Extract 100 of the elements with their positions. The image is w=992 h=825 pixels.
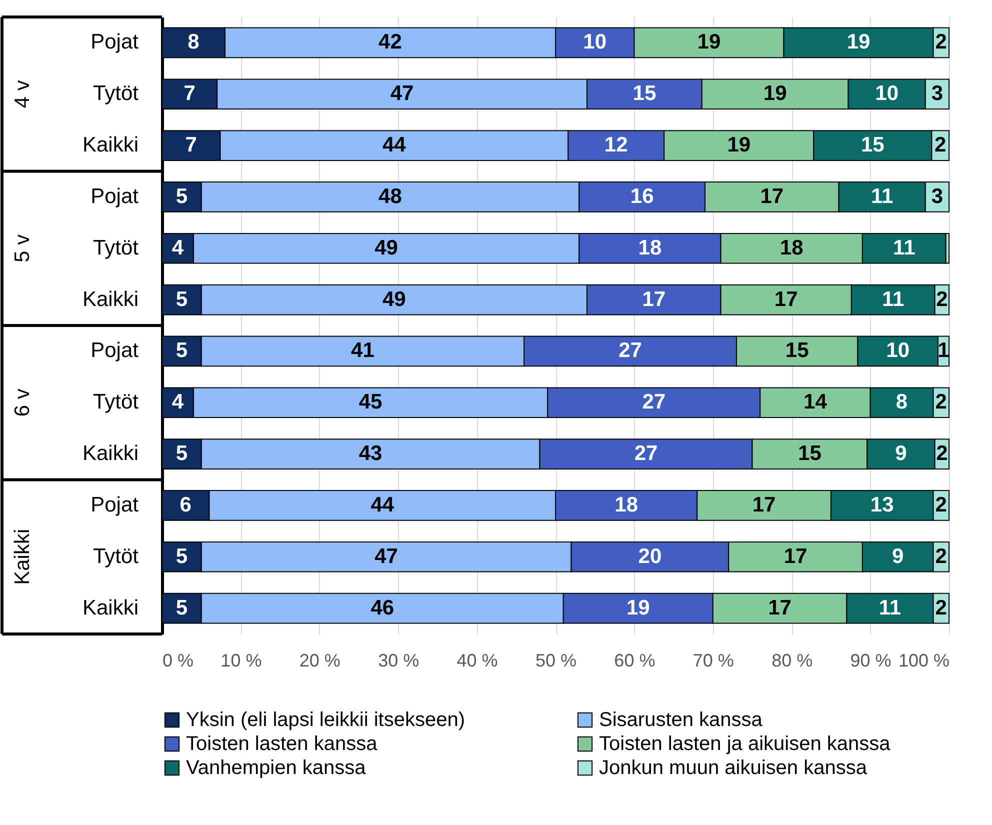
data-label: 7 bbox=[184, 82, 196, 106]
data-label: 46 bbox=[370, 596, 394, 620]
y-tick-label: Pojat bbox=[90, 184, 139, 208]
x-tick-label: 60 % bbox=[614, 650, 656, 670]
data-label: 15 bbox=[798, 442, 822, 466]
y-tick-label: Tytöt bbox=[92, 82, 139, 106]
x-tick-label: 70 % bbox=[692, 650, 734, 670]
x-tick-label: 80 % bbox=[772, 650, 813, 670]
data-label: 5 bbox=[176, 544, 188, 568]
data-label: 12 bbox=[604, 134, 628, 157]
data-label: 27 bbox=[634, 442, 658, 466]
data-label: 11 bbox=[878, 596, 902, 620]
data-label: 7 bbox=[185, 134, 197, 157]
data-label: 20 bbox=[638, 544, 662, 568]
data-label: 9 bbox=[892, 544, 904, 568]
legend-label: Jonkun muun aikuisen kanssa bbox=[599, 757, 868, 779]
legend-label: Yksin (eli lapsi leikkii itsekseen) bbox=[186, 709, 465, 731]
legend-label: Vanhempien kanssa bbox=[186, 757, 367, 779]
data-label: 15 bbox=[632, 82, 656, 106]
data-label: 15 bbox=[785, 339, 810, 362]
data-label: 5 bbox=[176, 288, 188, 311]
text: 5 v bbox=[11, 234, 34, 262]
data-label: 17 bbox=[760, 184, 784, 208]
data-label: 41 bbox=[351, 339, 375, 362]
legend-label: Sisarusten kanssa bbox=[599, 709, 764, 731]
data-label: 45 bbox=[358, 390, 383, 414]
data-label: 49 bbox=[382, 288, 406, 311]
data-label: 2 bbox=[935, 30, 947, 54]
data-label: 18 bbox=[780, 236, 804, 260]
x-tick-label: 30 % bbox=[378, 650, 420, 670]
data-label: 2 bbox=[935, 390, 947, 414]
data-label: 4 bbox=[172, 390, 184, 414]
data-label: 11 bbox=[882, 288, 905, 311]
data-label: 3 bbox=[931, 82, 944, 106]
data-label: 49 bbox=[374, 236, 398, 260]
y-tick-label: Pojat bbox=[90, 339, 139, 362]
data-label: 11 bbox=[871, 184, 894, 208]
data-label: 2 bbox=[936, 442, 948, 466]
data-label: 19 bbox=[763, 82, 787, 106]
data-label: 47 bbox=[374, 544, 398, 568]
x-tick-label: 40 % bbox=[456, 650, 498, 670]
data-label: 5 bbox=[176, 184, 188, 208]
data-label: 10 bbox=[875, 82, 899, 106]
text: 6 v bbox=[11, 388, 34, 417]
data-label: 17 bbox=[768, 596, 792, 620]
text: 4 v bbox=[11, 80, 34, 108]
data-label: 19 bbox=[626, 596, 650, 620]
data-label: 10 bbox=[886, 339, 910, 362]
data-label: 44 bbox=[382, 134, 406, 157]
data-label: 17 bbox=[642, 288, 666, 311]
data-label: 6 bbox=[180, 493, 192, 516]
y-tick-label: Pojat bbox=[90, 493, 139, 516]
legend-label: Toisten lasten ja aikuisen kanssa bbox=[599, 733, 892, 755]
data-label: 4 bbox=[172, 236, 184, 260]
data-label: 27 bbox=[642, 390, 666, 414]
data-label: 17 bbox=[784, 544, 808, 568]
x-tick-label: 0 % bbox=[162, 650, 194, 670]
data-label: 2 bbox=[935, 596, 947, 620]
data-label: 13 bbox=[870, 493, 894, 516]
data-label: 3 bbox=[931, 184, 944, 208]
data-label: 19 bbox=[697, 30, 721, 54]
data-label: 18 bbox=[614, 493, 638, 516]
data-label: 8 bbox=[896, 390, 908, 414]
data-label: 5 bbox=[176, 596, 188, 620]
y-tick-label: Pojat bbox=[90, 30, 139, 54]
data-label: 19 bbox=[727, 134, 751, 157]
data-label: 11 bbox=[893, 236, 916, 260]
data-label: 27 bbox=[618, 339, 642, 362]
data-label: 43 bbox=[358, 442, 382, 466]
data-label: 2 bbox=[934, 134, 946, 157]
data-label: 9 bbox=[895, 442, 907, 466]
data-label: 18 bbox=[638, 236, 662, 260]
data-label: 2 bbox=[936, 288, 948, 311]
x-tick-label: 20 % bbox=[299, 650, 340, 670]
data-label: 48 bbox=[378, 184, 402, 208]
data-label: 16 bbox=[630, 184, 654, 208]
y-tick-label: Kaikki bbox=[82, 442, 138, 466]
y-tick-label: Kaikki bbox=[82, 596, 138, 620]
text: Kaikki bbox=[11, 528, 34, 585]
data-label: 2 bbox=[935, 544, 947, 568]
data-label: 10 bbox=[583, 30, 607, 54]
data-label: 2 bbox=[935, 493, 947, 516]
x-tick-label: 50 % bbox=[535, 650, 577, 670]
data-label: 19 bbox=[846, 30, 870, 54]
data-label: 14 bbox=[804, 390, 828, 414]
data-label: 5 bbox=[176, 442, 188, 466]
data-label: 17 bbox=[752, 493, 776, 516]
y-tick-label: Kaikki bbox=[82, 288, 138, 311]
data-label: 44 bbox=[370, 493, 394, 516]
data-label: 1 bbox=[938, 339, 950, 362]
data-label: 15 bbox=[860, 134, 885, 157]
y-tick-label: Kaikki bbox=[82, 134, 138, 157]
y-tick-label: Tytöt bbox=[92, 236, 139, 260]
y-tick-label: Tytöt bbox=[92, 544, 139, 568]
x-tick-label: 10 % bbox=[220, 650, 262, 670]
data-label: 42 bbox=[378, 30, 402, 54]
x-tick-label: 90 % bbox=[850, 650, 892, 670]
data-label: 5 bbox=[176, 339, 188, 362]
y-tick-label: Tytöt bbox=[92, 390, 139, 414]
data-label: 8 bbox=[188, 30, 200, 54]
